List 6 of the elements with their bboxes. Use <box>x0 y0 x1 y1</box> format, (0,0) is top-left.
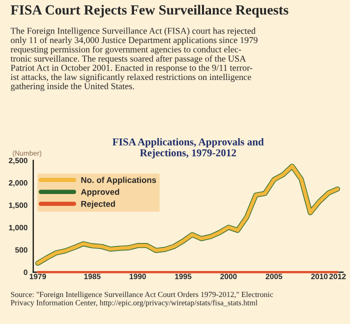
legend-label: Approved <box>80 188 120 197</box>
legend-label: Rejected <box>81 200 115 208</box>
text: The Foreign Intelligence Surveillance Act (FISA) court has rejected only 11 of nearly 34,000 Justice Department applications since 1979 requesting permission for government agencies to conduct elec- tronic surveillance. The requests soared after passage of the USA Patriot Act in October 2001. Enacted in response to the 9/11 terror- ist attacks, the law significantly relaxed restrictions on intelligence gathering inside the United States. <box>10 28 258 92</box>
chart-title: FISA Applications, Approvals and Rejections, 1979-2012 <box>112 138 264 158</box>
text: FISA Court Rejects Few Surveillance Requests <box>10 4 288 18</box>
legend-label: No. of Applications <box>81 176 156 185</box>
